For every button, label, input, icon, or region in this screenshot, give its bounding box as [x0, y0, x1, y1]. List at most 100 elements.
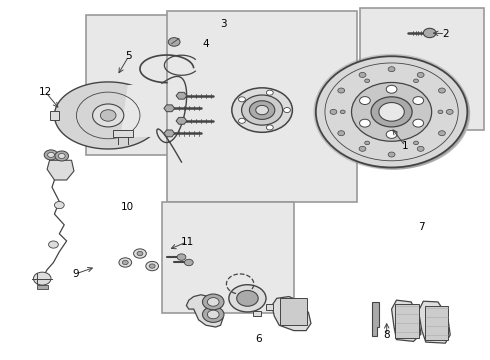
Circle shape [256, 105, 269, 115]
Circle shape [267, 90, 273, 95]
Text: 11: 11 [181, 237, 194, 247]
Circle shape [316, 56, 467, 167]
Bar [425, 306, 448, 340]
Circle shape [137, 251, 143, 256]
Circle shape [242, 95, 283, 125]
Text: 10: 10 [121, 202, 134, 212]
Circle shape [168, 38, 180, 46]
Circle shape [49, 241, 58, 248]
Circle shape [417, 72, 424, 77]
Circle shape [229, 285, 266, 312]
Circle shape [239, 97, 245, 102]
Circle shape [202, 307, 224, 322]
Text: 6: 6 [255, 333, 262, 343]
Circle shape [338, 131, 344, 136]
Circle shape [55, 151, 69, 161]
Circle shape [359, 72, 366, 77]
Circle shape [438, 110, 443, 114]
Circle shape [149, 264, 155, 268]
Polygon shape [164, 130, 174, 137]
Circle shape [379, 103, 404, 121]
Circle shape [423, 28, 436, 38]
Circle shape [237, 291, 258, 306]
Circle shape [207, 298, 219, 306]
Circle shape [413, 119, 424, 127]
Circle shape [386, 131, 397, 138]
Circle shape [319, 58, 470, 170]
Circle shape [177, 254, 186, 260]
Circle shape [202, 294, 224, 310]
Text: 4: 4 [202, 39, 209, 49]
Circle shape [446, 109, 453, 114]
Polygon shape [54, 82, 162, 149]
Polygon shape [372, 302, 379, 336]
Polygon shape [47, 160, 74, 180]
Circle shape [44, 150, 58, 160]
Text: 2: 2 [442, 29, 449, 39]
Bar [49, 111, 59, 120]
Circle shape [93, 104, 124, 127]
Polygon shape [176, 92, 187, 99]
Circle shape [54, 202, 64, 209]
Polygon shape [418, 301, 450, 343]
Circle shape [439, 131, 445, 136]
Bar [162, 202, 294, 313]
Circle shape [284, 108, 291, 113]
Circle shape [388, 67, 395, 72]
Bar [167, 12, 357, 202]
Circle shape [365, 141, 369, 145]
Circle shape [340, 110, 345, 114]
Bar [253, 298, 261, 304]
Circle shape [48, 152, 54, 157]
Circle shape [414, 141, 418, 145]
Circle shape [100, 110, 116, 121]
Circle shape [122, 260, 128, 265]
Circle shape [58, 153, 65, 158]
Polygon shape [392, 300, 421, 341]
Circle shape [388, 152, 395, 157]
Circle shape [33, 272, 51, 285]
Circle shape [207, 310, 219, 319]
Text: 3: 3 [220, 19, 226, 29]
Circle shape [249, 101, 275, 120]
Text: 7: 7 [418, 222, 425, 232]
Bar [37, 285, 48, 289]
Text: 9: 9 [72, 269, 79, 279]
Circle shape [184, 259, 193, 266]
Circle shape [267, 125, 273, 130]
Polygon shape [186, 295, 223, 327]
Circle shape [119, 258, 132, 267]
Circle shape [232, 88, 293, 132]
Circle shape [414, 79, 418, 82]
Circle shape [360, 96, 370, 104]
Circle shape [351, 82, 432, 141]
Text: 5: 5 [125, 51, 132, 61]
Circle shape [417, 146, 424, 151]
Polygon shape [176, 117, 187, 124]
Bar [266, 305, 273, 310]
Circle shape [359, 146, 366, 151]
Bar [253, 311, 261, 316]
Bar [360, 8, 485, 130]
Circle shape [146, 261, 159, 271]
Circle shape [386, 85, 397, 93]
Circle shape [371, 97, 412, 127]
Text: 12: 12 [39, 87, 52, 97]
Bar [86, 15, 230, 155]
Bar [113, 130, 133, 137]
Circle shape [439, 88, 445, 93]
Text: 1: 1 [402, 141, 409, 151]
Polygon shape [121, 85, 164, 137]
Circle shape [239, 118, 245, 123]
Bar [395, 304, 419, 338]
Circle shape [134, 249, 147, 258]
Polygon shape [272, 297, 311, 330]
Circle shape [338, 88, 344, 93]
Text: 8: 8 [383, 330, 390, 340]
Circle shape [413, 96, 424, 104]
Circle shape [330, 109, 337, 114]
Circle shape [365, 79, 369, 82]
Polygon shape [164, 105, 174, 112]
Circle shape [360, 119, 370, 127]
Bar [241, 305, 249, 310]
